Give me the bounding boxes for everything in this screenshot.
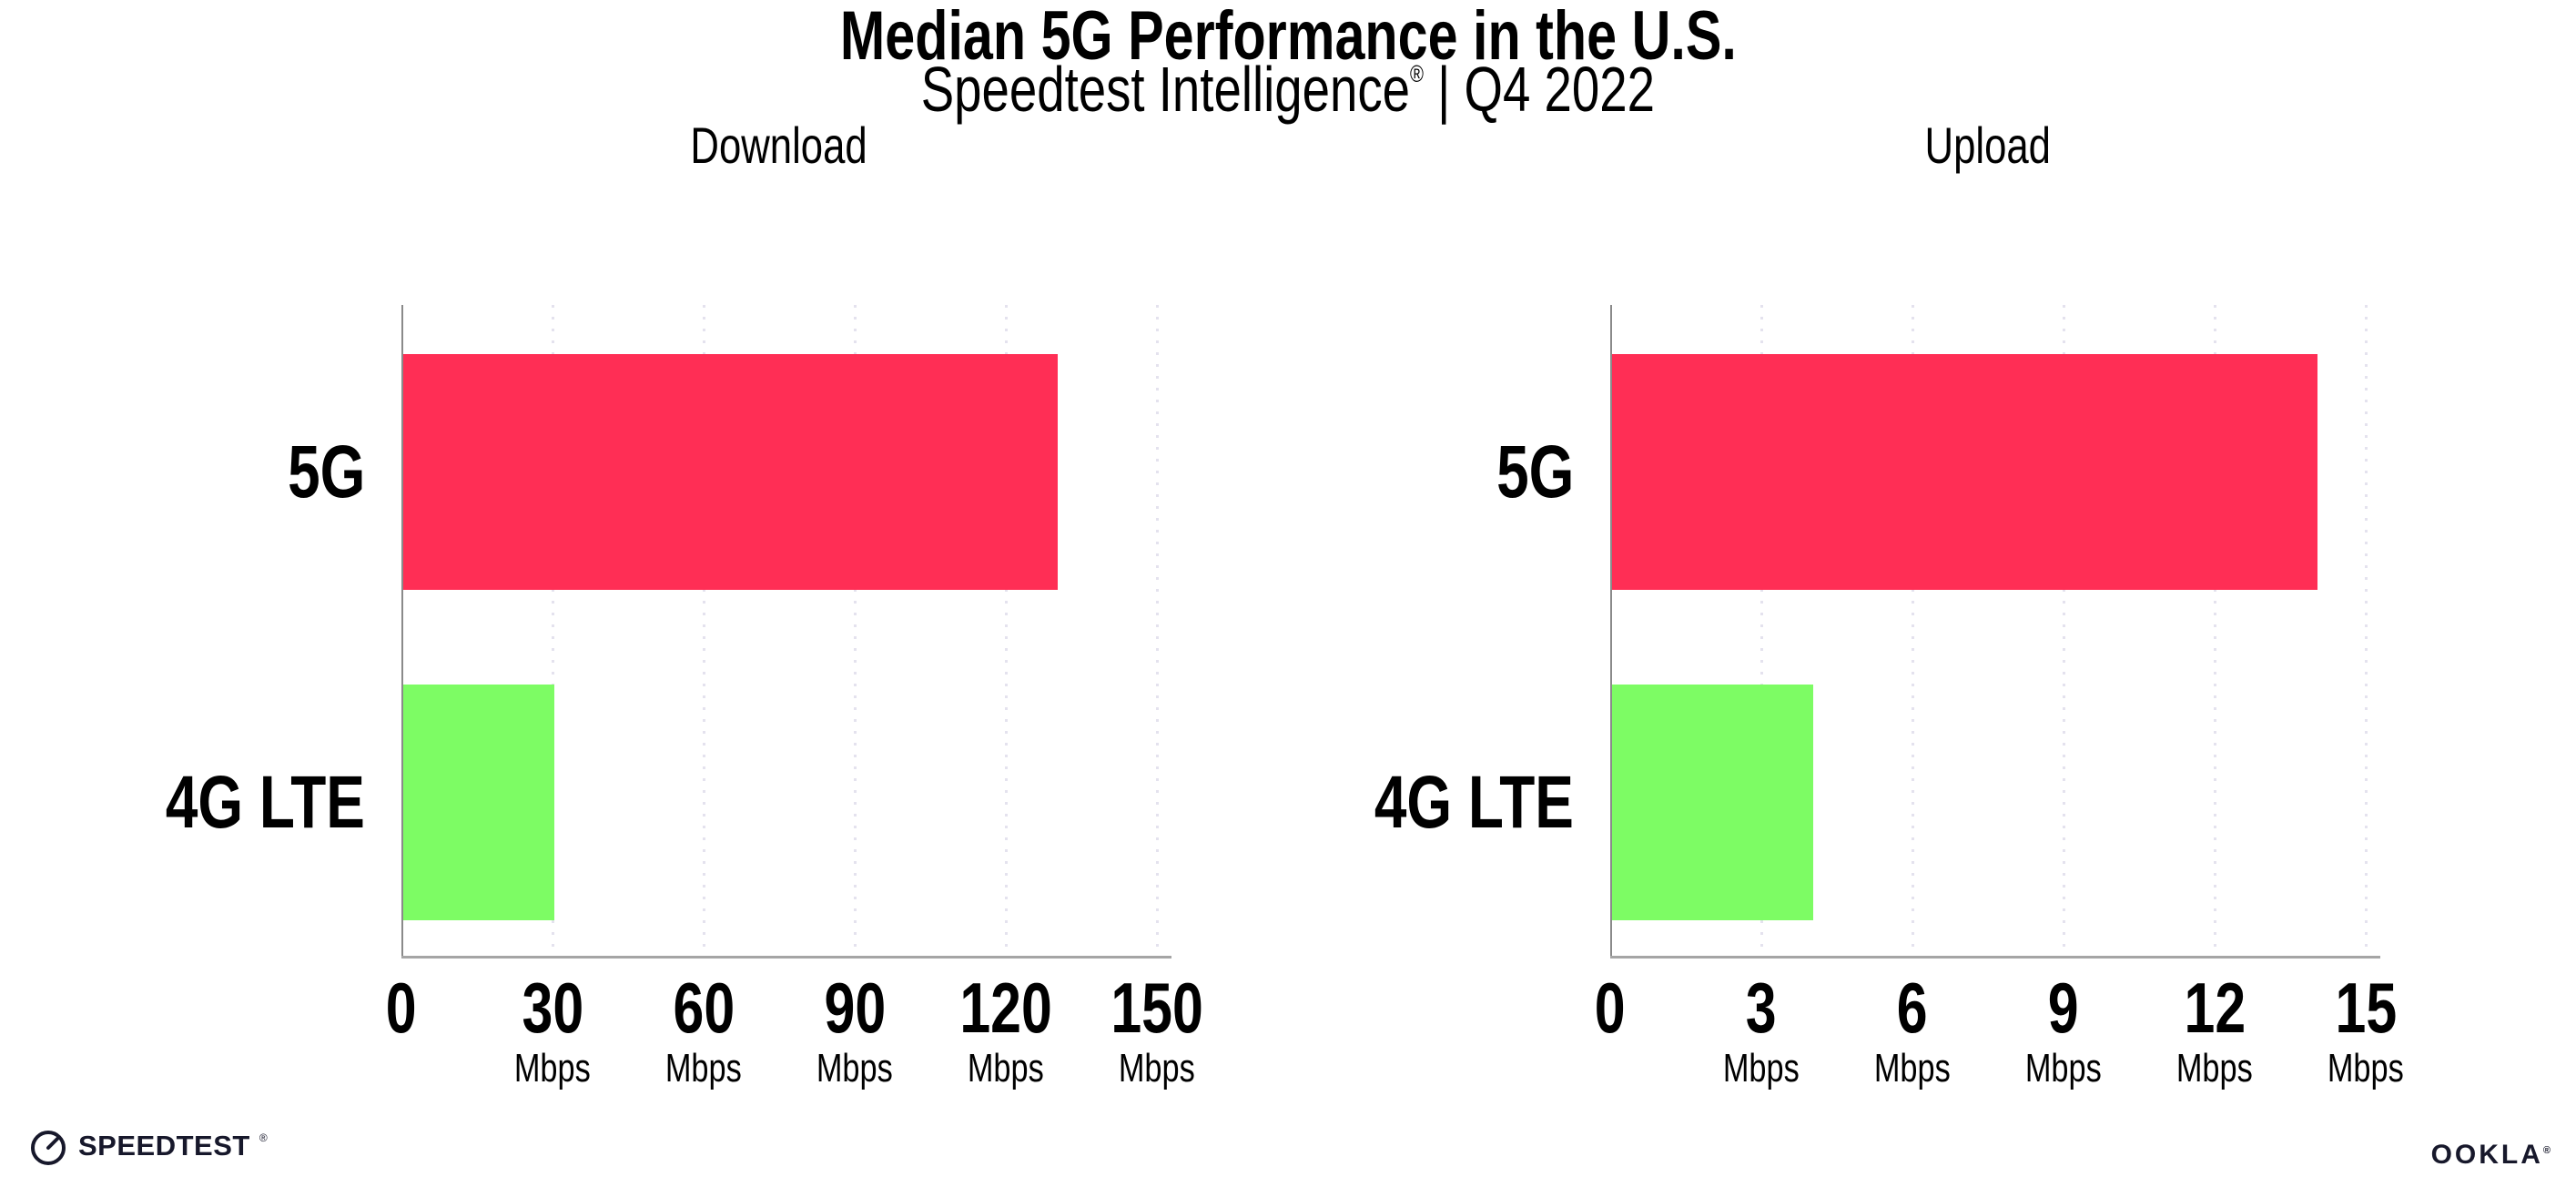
x-tick-12-upload-text: 12 (2184, 968, 2246, 1048)
x-tick-unit-9-upload: Mbps (1900, 1049, 2227, 1089)
category-label-5g-upload: 5G (1173, 430, 1574, 513)
x-tick-unit-12-upload-text: Mbps (2176, 1046, 2253, 1090)
x-tick-0-upload: 0 (1446, 972, 1774, 1043)
x-tick-90-download: 90 (691, 972, 1019, 1043)
x-tick-0-download: 0 (238, 972, 565, 1043)
x-tick-unit-30-download-text: Mbps (514, 1046, 591, 1090)
x-tick-90-download-text: 90 (824, 968, 886, 1048)
chart-title-upload: Upload (1610, 120, 2366, 171)
x-tick-unit-6-upload-text: Mbps (1874, 1046, 1951, 1090)
x-tick-15-upload-text: 15 (2335, 968, 2397, 1048)
ookla-logo: OOKLA® (2431, 1140, 2551, 1171)
gridline-90-mbps-download (853, 305, 857, 956)
x-tick-unit-12-upload: Mbps (2051, 1049, 2378, 1089)
x-tick-6-upload: 6 (1749, 972, 2076, 1043)
chart-title-download-text: Download (690, 117, 868, 174)
x-tick-unit-150-download: Mbps (993, 1049, 1321, 1089)
chart-title-upload-text: Upload (1924, 117, 2052, 174)
registered-trademark-icon: ® (1410, 60, 1425, 87)
speedtest-registered-icon: ® (259, 1131, 268, 1144)
x-tick-150-download-text: 150 (1111, 968, 1203, 1048)
gridline-120-mbps-download (1004, 305, 1008, 956)
page-title-text: Median 5G Performance in the U.S. (839, 0, 1737, 75)
gridline-9-mbps-upload (2062, 305, 2065, 956)
x-tick-120-download-text: 120 (959, 968, 1052, 1048)
page-subtitle-text: Speedtest Intelligence® | Q4 2022 (921, 56, 1655, 124)
x-tick-3-upload: 3 (1597, 972, 1925, 1043)
x-tick-150-download: 150 (993, 972, 1321, 1043)
gridline-150-mbps-download (1155, 305, 1159, 956)
x-tick-unit-3-upload: Mbps (1597, 1049, 1925, 1089)
x-tick-unit-30-download: Mbps (389, 1049, 716, 1089)
x-tick-6-upload-text: 6 (1897, 968, 1928, 1048)
5g-download-bar (403, 354, 1059, 590)
speedtest-wordmark: SPEEDTEST (78, 1130, 250, 1161)
4g-lte-upload-bar (1612, 685, 1814, 920)
subtitle-brand: Speedtest Intelligence (920, 54, 1411, 125)
x-tick-30-download: 30 (389, 972, 716, 1043)
x-axis-download (401, 956, 1171, 959)
speedtest-logo: SPEEDTEST ® (27, 1125, 268, 1167)
x-tick-unit-15-upload-text: Mbps (2328, 1046, 2404, 1090)
x-tick-unit-15-upload: Mbps (2202, 1049, 2530, 1089)
chart-title-download: Download (401, 120, 1157, 171)
x-tick-60-download-text: 60 (673, 968, 735, 1048)
x-tick-unit-150-download-text: Mbps (1119, 1046, 1195, 1090)
x-tick-unit-6-upload: Mbps (1749, 1049, 2076, 1089)
y-axis-upload (1610, 305, 1612, 959)
gridline-15-mbps-upload (2364, 305, 2368, 956)
x-tick-unit-60-download: Mbps (540, 1049, 867, 1089)
x-tick-3-upload-text: 3 (1746, 968, 1777, 1048)
ookla-wordmark: OOKLA (2430, 1140, 2543, 1170)
x-tick-unit-90-download-text: Mbps (816, 1046, 893, 1090)
x-tick-9-upload: 9 (1900, 972, 2227, 1043)
x-tick-9-upload-text: 9 (2048, 968, 2079, 1048)
category-label-5g-upload-text: 5G (1496, 430, 1574, 513)
speedtest-gauge-icon (31, 1131, 66, 1165)
5g-upload-bar (1612, 354, 2317, 590)
x-tick-60-download: 60 (540, 972, 867, 1043)
ookla-registered-icon: ® (2542, 1145, 2551, 1156)
x-tick-unit-120-download: Mbps (842, 1049, 1170, 1089)
4g-lte-download-bar (403, 685, 554, 920)
subtitle-period: Q4 2022 (1464, 54, 1656, 125)
gridline-6-mbps-upload (1911, 305, 1914, 956)
gridline-3-mbps-upload (1760, 305, 1763, 956)
gridline-60-mbps-download (702, 305, 705, 956)
x-tick-12-upload: 12 (2051, 972, 2378, 1043)
x-tick-unit-9-upload-text: Mbps (2025, 1046, 2102, 1090)
category-label-5g-download: 5G (0, 430, 365, 513)
x-tick-unit-60-download-text: Mbps (665, 1046, 742, 1090)
category-label-4g-lte-download-text: 4G LTE (165, 760, 365, 844)
x-tick-unit-90-download: Mbps (691, 1049, 1019, 1089)
x-tick-30-download-text: 30 (522, 968, 583, 1048)
category-label-5g-download-text: 5G (287, 430, 365, 513)
x-tick-0-upload-text: 0 (1595, 968, 1626, 1048)
x-tick-unit-120-download-text: Mbps (968, 1046, 1044, 1090)
x-axis-upload (1610, 956, 2380, 959)
page-subtitle: Speedtest Intelligence® | Q4 2022 (0, 56, 2576, 124)
x-tick-120-download: 120 (842, 972, 1170, 1043)
subtitle-divider: | (1437, 54, 1451, 125)
y-axis-download (401, 305, 403, 959)
gridline-30-mbps-download (551, 305, 554, 956)
category-label-4g-lte-upload-text: 4G LTE (1374, 760, 1574, 844)
category-label-4g-lte-download: 4G LTE (0, 760, 365, 844)
x-tick-15-upload: 15 (2202, 972, 2530, 1043)
x-tick-unit-3-upload-text: Mbps (1723, 1046, 1800, 1090)
page-title: Median 5G Performance in the U.S. (0, 0, 2576, 73)
x-tick-0-download-text: 0 (386, 968, 417, 1048)
category-label-4g-lte-upload: 4G LTE (1173, 760, 1574, 844)
gridline-12-mbps-upload (2213, 305, 2216, 956)
